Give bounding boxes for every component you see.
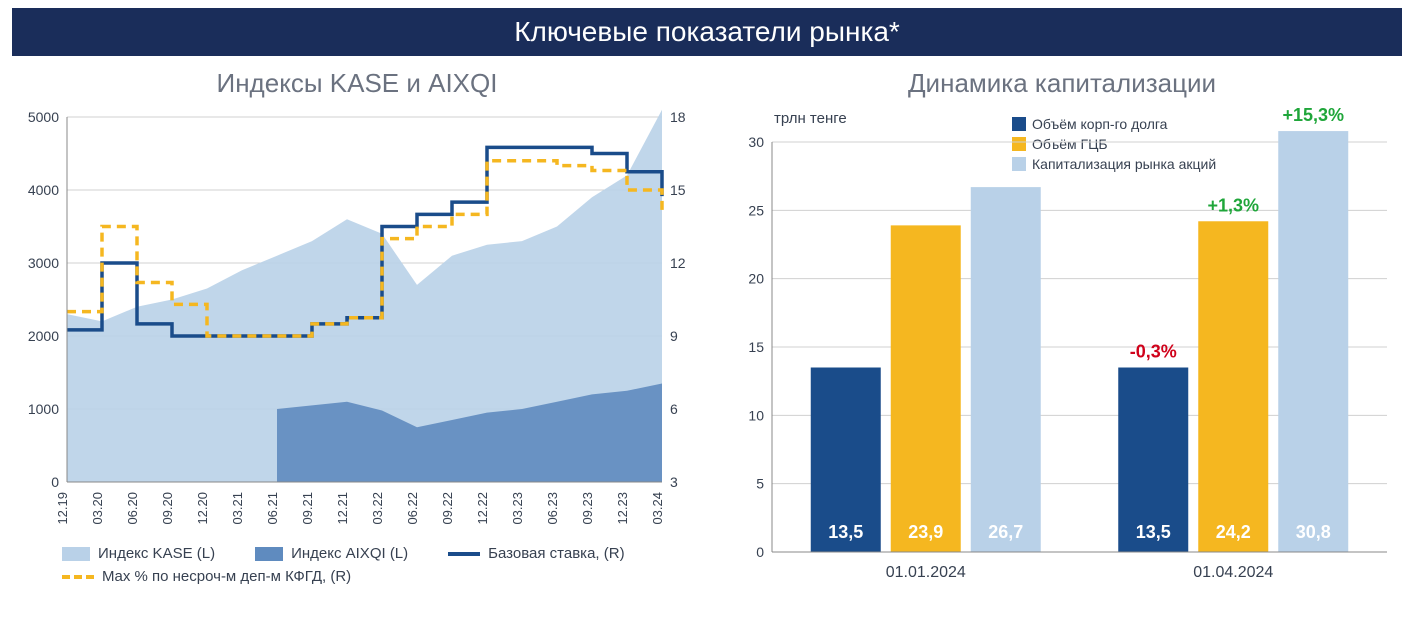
left-chart-svg: 0 1000 2000 3000 4000 5000 3 6 9 12 15 18 12.19 03.20… bbox=[12, 107, 702, 537]
svg-text:13,5: 13,5 bbox=[828, 522, 863, 542]
svg-text:12: 12 bbox=[670, 255, 686, 271]
left-chart-panel: Индексы KASE и AIXQI 0 1000 2000 3000 4000 50… bbox=[12, 68, 702, 592]
legend-label: Индекс AIXQI (L) bbox=[291, 545, 408, 562]
svg-text:09.21: 09.21 bbox=[300, 492, 315, 525]
svg-text:3000: 3000 bbox=[28, 255, 59, 271]
svg-text:12.20: 12.20 bbox=[195, 492, 210, 525]
svg-text:06.20: 06.20 bbox=[125, 492, 140, 525]
svg-text:Объём ГЦБ: Объём ГЦБ bbox=[1032, 136, 1108, 152]
svg-text:24,2: 24,2 bbox=[1216, 522, 1251, 542]
svg-text:03.23: 03.23 bbox=[510, 492, 525, 525]
left-chart-legend: Индекс KASE (L) Индекс AIXQI (L) Базовая с… bbox=[12, 537, 702, 585]
svg-text:+15,3%: +15,3% bbox=[1282, 107, 1344, 125]
legend-swatch bbox=[255, 547, 283, 561]
svg-text:06.23: 06.23 bbox=[545, 492, 560, 525]
svg-text:20: 20 bbox=[748, 271, 764, 287]
svg-text:15: 15 bbox=[748, 339, 764, 355]
svg-text:10: 10 bbox=[748, 407, 764, 423]
legend-swatch bbox=[448, 552, 480, 556]
svg-text:12.21: 12.21 bbox=[335, 492, 350, 525]
svg-text:09.20: 09.20 bbox=[160, 492, 175, 525]
right-chart-svg: трлн тенге Объём корп-го долга Объём ГЦБ Ка… bbox=[722, 107, 1402, 592]
legend-label: Max % по несроч-м деп-м КФГД, (R) bbox=[102, 568, 351, 585]
svg-text:25: 25 bbox=[748, 202, 764, 218]
svg-text:Объём корп-го долга: Объём корп-го долга bbox=[1032, 116, 1168, 132]
svg-text:12.19: 12.19 bbox=[55, 492, 70, 525]
svg-text:трлн тенге: трлн тенге bbox=[774, 110, 847, 127]
svg-text:06.21: 06.21 bbox=[265, 492, 280, 525]
svg-text:30,8: 30,8 bbox=[1296, 522, 1331, 542]
svg-text:9: 9 bbox=[670, 328, 678, 344]
legend-item: Базовая ставка, (R) bbox=[448, 545, 624, 562]
legend-label: Индекс KASE (L) bbox=[98, 545, 215, 562]
svg-text:18: 18 bbox=[670, 109, 686, 125]
svg-text:0: 0 bbox=[51, 474, 59, 490]
svg-text:13,5: 13,5 bbox=[1136, 522, 1171, 542]
svg-text:03.24: 03.24 bbox=[650, 492, 665, 525]
svg-text:5000: 5000 bbox=[28, 109, 59, 125]
svg-text:4000: 4000 bbox=[28, 182, 59, 198]
svg-text:23,9: 23,9 bbox=[908, 522, 943, 542]
legend-item: Индекс KASE (L) bbox=[62, 545, 215, 562]
svg-text:12.22: 12.22 bbox=[475, 492, 490, 525]
svg-text:01.01.2024: 01.01.2024 bbox=[886, 564, 966, 581]
svg-text:30: 30 bbox=[748, 134, 764, 150]
svg-text:6: 6 bbox=[670, 401, 678, 417]
legend-swatch bbox=[62, 547, 90, 561]
svg-text:09.23: 09.23 bbox=[580, 492, 595, 525]
header-title: Ключевые показатели рынка* bbox=[12, 8, 1402, 56]
legend-item: Индекс AIXQI (L) bbox=[255, 545, 408, 562]
charts-row: Индексы KASE и AIXQI 0100020003000400050… bbox=[0, 68, 1414, 592]
svg-text:03.22: 03.22 bbox=[370, 492, 385, 525]
left-chart-title: Индексы KASE и AIXQI bbox=[12, 68, 702, 99]
svg-text:06.22: 06.22 bbox=[405, 492, 420, 525]
svg-text:2000: 2000 bbox=[28, 328, 59, 344]
svg-text:0: 0 bbox=[756, 544, 764, 560]
svg-text:03.21: 03.21 bbox=[230, 492, 245, 525]
svg-text:+1,3%: +1,3% bbox=[1207, 195, 1259, 215]
svg-text:5: 5 bbox=[756, 476, 764, 492]
right-chart-title: Динамика капитализации bbox=[722, 68, 1402, 99]
svg-text:3: 3 bbox=[670, 474, 678, 490]
svg-text:03.20: 03.20 bbox=[90, 492, 105, 525]
svg-text:15: 15 bbox=[670, 182, 686, 198]
legend-swatch bbox=[62, 575, 94, 579]
svg-text:09.22: 09.22 bbox=[440, 492, 455, 525]
svg-text:26,7: 26,7 bbox=[988, 522, 1023, 542]
svg-text:Капитализация рынка акций: Капитализация рынка акций bbox=[1032, 156, 1216, 172]
svg-text:12.23: 12.23 bbox=[615, 492, 630, 525]
svg-text:-0,3%: -0,3% bbox=[1130, 342, 1177, 362]
legend-label: Базовая ставка, (R) bbox=[488, 545, 624, 562]
legend-item: Max % по несроч-м деп-м КФГД, (R) bbox=[62, 568, 351, 585]
right-chart-panel: Динамика капитализации трлн тенге Объём к… bbox=[722, 68, 1402, 592]
svg-text:01.04.2024: 01.04.2024 bbox=[1193, 564, 1273, 581]
svg-text:1000: 1000 bbox=[28, 401, 59, 417]
